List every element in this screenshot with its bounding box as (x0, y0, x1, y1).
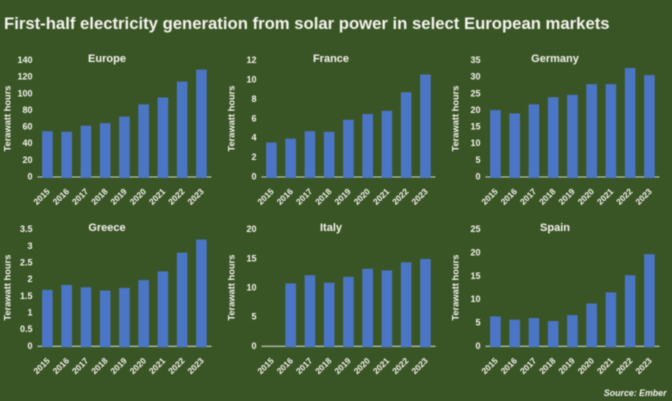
svg-text:3.5: 3.5 (20, 224, 33, 234)
svg-text:0: 0 (475, 341, 480, 351)
svg-text:Terawatt hours: Terawatt hours (451, 86, 461, 152)
svg-text:Source: Ember: Source: Ember (604, 388, 667, 398)
svg-text:10: 10 (246, 283, 256, 293)
svg-text:2: 2 (27, 274, 32, 284)
svg-text:Terawatt hours: Terawatt hours (227, 255, 237, 321)
svg-text:20: 20 (22, 155, 32, 165)
svg-text:Terawatt hours: Terawatt hours (3, 86, 13, 152)
svg-text:60: 60 (22, 122, 32, 132)
svg-text:30: 30 (470, 72, 480, 82)
svg-text:15: 15 (470, 122, 480, 132)
svg-text:3: 3 (27, 241, 32, 251)
svg-text:Italy: Italy (320, 222, 343, 234)
svg-text:6: 6 (251, 113, 256, 123)
svg-text:0: 0 (251, 172, 256, 182)
svg-text:40: 40 (22, 138, 32, 148)
svg-text:Europe: Europe (88, 53, 126, 65)
svg-text:5: 5 (475, 155, 480, 165)
svg-text:4: 4 (251, 133, 256, 143)
svg-text:20: 20 (470, 247, 480, 257)
svg-text:2.5: 2.5 (20, 257, 33, 267)
svg-text:2: 2 (251, 152, 256, 162)
svg-text:10: 10 (470, 138, 480, 148)
svg-text:France: France (313, 53, 349, 65)
svg-text:25: 25 (470, 224, 480, 234)
svg-text:35: 35 (470, 55, 480, 65)
svg-text:0: 0 (475, 172, 480, 182)
svg-text:140: 140 (17, 55, 32, 65)
svg-text:Terawatt hours: Terawatt hours (451, 255, 461, 321)
svg-text:8: 8 (251, 94, 256, 104)
svg-text:120: 120 (17, 72, 32, 82)
svg-text:1: 1 (27, 308, 32, 318)
svg-text:0: 0 (251, 341, 256, 351)
svg-text:1.5: 1.5 (20, 291, 33, 301)
svg-text:Terawatt hours: Terawatt hours (3, 255, 13, 321)
svg-text:80: 80 (22, 105, 32, 115)
svg-text:Germany: Germany (531, 53, 580, 65)
svg-text:0: 0 (27, 172, 32, 182)
svg-text:Greece: Greece (88, 222, 125, 234)
svg-text:15: 15 (246, 253, 256, 263)
svg-text:12: 12 (246, 55, 256, 65)
svg-text:10: 10 (470, 294, 480, 304)
svg-text:25: 25 (470, 88, 480, 98)
svg-text:20: 20 (246, 224, 256, 234)
svg-text:Terawatt hours: Terawatt hours (227, 86, 237, 152)
svg-text:0: 0 (27, 341, 32, 351)
svg-text:5: 5 (251, 312, 256, 322)
svg-text:First-half electricity generat: First-half electricity generation from s… (4, 14, 610, 33)
svg-text:Spain: Spain (540, 222, 570, 234)
svg-text:15: 15 (470, 271, 480, 281)
svg-text:5: 5 (475, 318, 480, 328)
svg-text:10: 10 (246, 75, 256, 85)
svg-text:0.5: 0.5 (20, 324, 33, 334)
svg-text:100: 100 (17, 88, 32, 98)
svg-text:20: 20 (470, 105, 480, 115)
